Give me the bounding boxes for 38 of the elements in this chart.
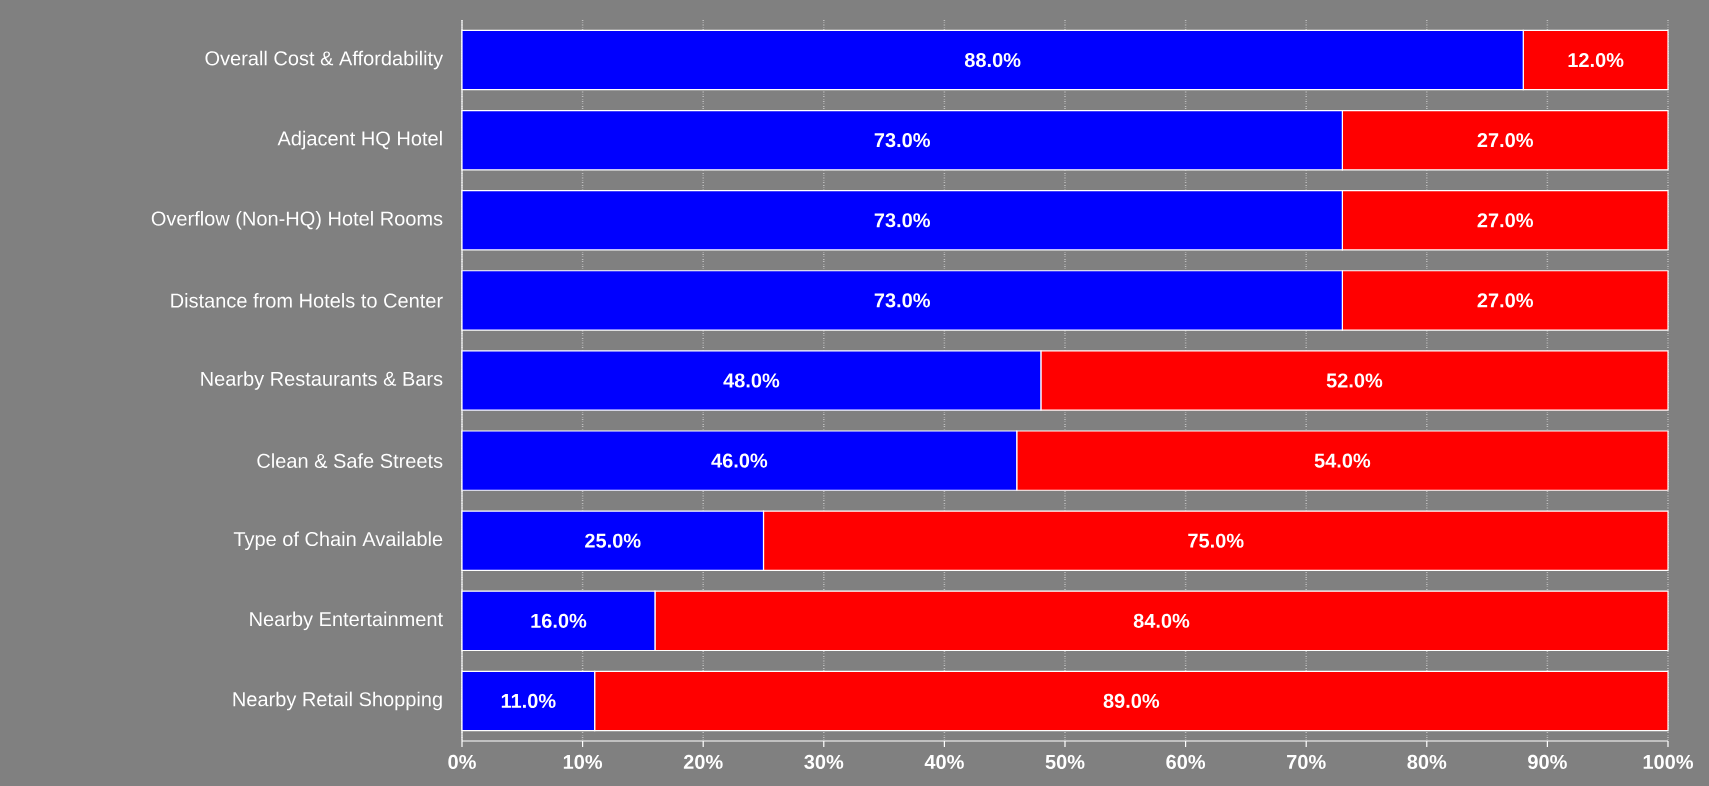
y-tick-label: Adjacent HQ Hotel bbox=[277, 130, 442, 150]
data-label: 75.0% bbox=[1188, 533, 1244, 548]
data-label: 12.0% bbox=[1568, 52, 1624, 68]
y-tick-label: Nearby Retail Shopping bbox=[233, 691, 442, 711]
data-label: 16.0% bbox=[531, 613, 587, 628]
x-tick-label: 60% bbox=[1166, 754, 1206, 770]
x-tick-label: 100% bbox=[1643, 754, 1694, 770]
x-tick-label: 70% bbox=[1287, 754, 1326, 770]
data-label: 25.0% bbox=[585, 533, 641, 548]
y-tick-label: Type of Chain Available bbox=[233, 531, 443, 551]
data-label: 46.0% bbox=[711, 453, 768, 468]
data-label: 73.0% bbox=[874, 133, 931, 148]
data-label: 48.0% bbox=[723, 373, 780, 388]
y-tick-label: Clean & Safe Streets bbox=[257, 453, 443, 468]
data-label: 73.0% bbox=[874, 293, 931, 308]
x-tick-label: 10% bbox=[563, 754, 603, 770]
data-label: 89.0% bbox=[1103, 693, 1160, 709]
x-tick-label: 50% bbox=[1045, 754, 1085, 770]
data-label: 73.0% bbox=[874, 213, 931, 228]
data-label: 54.0% bbox=[1314, 453, 1371, 468]
x-tick-label: 40% bbox=[924, 754, 964, 770]
data-label: 52.0% bbox=[1326, 373, 1383, 388]
data-label: 27.0% bbox=[1477, 133, 1534, 148]
data-label: 11.0% bbox=[501, 693, 556, 709]
y-tick-label: Distance from Hotels to Center bbox=[171, 293, 443, 308]
data-label: 27.0% bbox=[1477, 213, 1534, 228]
y-tick-label: Nearby Restaurants & Bars bbox=[201, 371, 443, 390]
x-tick-label: 30% bbox=[804, 754, 844, 770]
x-tick-label: 80% bbox=[1407, 754, 1447, 770]
y-tick-label: Nearby Entertainment bbox=[250, 611, 443, 631]
x-tick-label: 20% bbox=[683, 754, 723, 770]
data-label: 27.0% bbox=[1477, 293, 1534, 308]
x-tick-label: 0% bbox=[448, 754, 476, 770]
data-label: 84.0% bbox=[1133, 613, 1190, 628]
x-tick-label: 90% bbox=[1528, 754, 1567, 770]
y-tick-label: Overflow (Non-HQ) Hotel Rooms bbox=[151, 210, 443, 230]
y-tick-label: Overall Cost & Affordability bbox=[205, 50, 444, 70]
data-label: 88.0% bbox=[964, 52, 1021, 68]
